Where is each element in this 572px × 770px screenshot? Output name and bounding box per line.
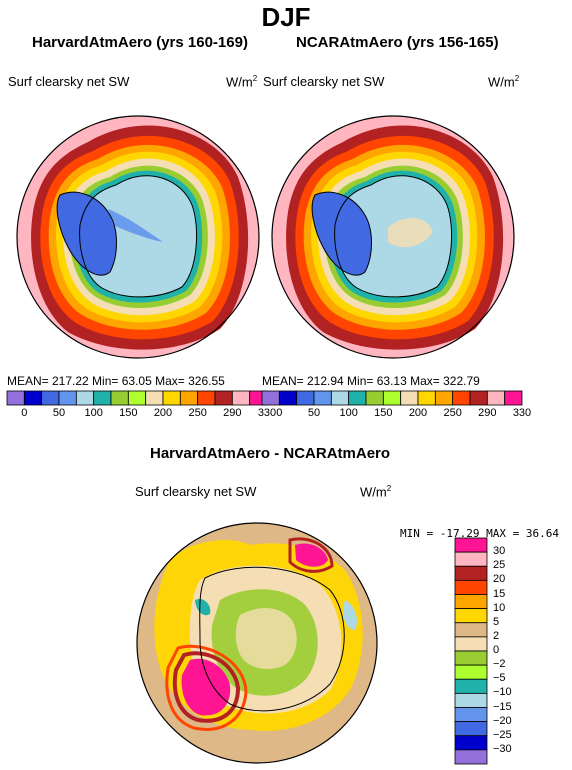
- colorbar-diff-tick-label: −2: [493, 658, 506, 671]
- colorbar-tick-label: 290: [478, 407, 497, 419]
- colorbar-tick-label: 200: [408, 407, 428, 419]
- colorbar-diff-swatch: [454, 664, 488, 680]
- colorbar-diff-swatch: [454, 692, 488, 708]
- panel-left-variable: Surf clearsky net SW: [8, 74, 130, 89]
- colorbar-diff-swatch: [454, 608, 488, 624]
- panel-right-title: NCARAtmAero (yrs 156-165): [296, 34, 499, 51]
- colorbar-diff-swatch: [454, 707, 488, 723]
- colorbar-tick-label: 50: [307, 407, 321, 419]
- colorbar-diff-swatch: [454, 537, 488, 553]
- colorbar-tick-label: 50: [52, 407, 66, 419]
- panel-left-title: HarvardAtmAero (yrs 160-169): [32, 34, 248, 51]
- colorbar-diff-swatch: [454, 594, 488, 610]
- colorbar-diff-swatch: [454, 565, 488, 581]
- colorbar-tick-label: 150: [374, 407, 393, 419]
- colorbar-tick-label: 250: [188, 407, 207, 419]
- colorbar-diff-tick-label: 10: [493, 601, 506, 614]
- colorbar-diff-swatch: [454, 650, 488, 666]
- colorbar-diff: [454, 537, 488, 765]
- colorbar-swatch: [504, 390, 523, 406]
- colorbar-tick-label: 250: [443, 407, 462, 419]
- colorbar-tick-label: 330: [512, 407, 532, 419]
- page-title: DJF: [261, 2, 311, 32]
- colorbar-diff-labels: 30 25 20 15 10 5 2 0 −2 −5 −10 −15 −20 −25 −30: [493, 538, 543, 764]
- colorbar-diff-tick-label: −20: [493, 714, 512, 727]
- panel-right-variable: Surf clearsky net SW: [263, 74, 385, 89]
- colorbar-tick-label: 200: [153, 407, 173, 419]
- colorbar-diff-tick-label: 0: [493, 644, 500, 656]
- colorbar-diff-swatch: [454, 678, 488, 694]
- colorbar-diff-swatch: [454, 735, 488, 751]
- diff-stats: MIN = -17.29 MAX = 36.64: [400, 527, 559, 540]
- diff-title: HarvardAtmAero - NCARAtmAero: [150, 445, 391, 462]
- colorbar-left-labels: 0 50 100 150 200 250 290 330: [7, 407, 276, 423]
- colorbar-diff-tick-label: −15: [493, 700, 512, 713]
- diff-units: W/m2: [360, 484, 392, 500]
- colorbar-tick-label: 290: [223, 407, 242, 419]
- colorbar-diff-tick-label: 30: [493, 545, 506, 558]
- colorbar-right: [261, 390, 523, 406]
- colorbar-tick-label: 330: [257, 407, 277, 419]
- colorbar-diff-swatch: [454, 721, 488, 737]
- colorbar-diff-tick-label: −5: [493, 672, 506, 685]
- colorbar-diff-swatch: [454, 636, 488, 652]
- colorbar-tick-label: 0: [21, 407, 28, 419]
- panel-left-units: W/m2: [226, 74, 258, 90]
- colorbar-tick-label: 100: [84, 407, 103, 419]
- colorbar-diff-swatch: [454, 551, 488, 567]
- colorbar-diff-swatch: [454, 579, 488, 595]
- diff-variable: Surf clearsky net SW: [135, 484, 257, 499]
- colorbar-diff-tick-label: 5: [493, 615, 500, 628]
- colorbar-diff-tick-label: −30: [493, 742, 512, 755]
- colorbar-diff-tick-label: 2: [493, 629, 500, 642]
- colorbar-diff-tick-label: −25: [493, 728, 512, 741]
- panel-left-stats: MEAN= 217.22 Min= 63.05 Max= 326.55: [7, 374, 225, 388]
- colorbar-diff-tick-label: 15: [493, 587, 506, 600]
- colorbar-diff-swatch: [454, 749, 488, 765]
- colorbar-tick-label: 100: [339, 407, 358, 419]
- colorbar-right-labels: 0 50 100 150 200 250 290 330: [262, 407, 531, 423]
- colorbar-diff-swatch: [454, 622, 488, 638]
- colorbar-diff-tick-label: 20: [493, 573, 506, 586]
- panel-right-units: W/m2: [488, 74, 520, 90]
- colorbar-diff-tick-label: 25: [493, 559, 506, 572]
- colorbar-diff-tick-label: −10: [493, 686, 512, 699]
- colorbar-tick-label: 0: [276, 407, 283, 419]
- panel-right-stats: MEAN= 212.94 Min= 63.13 Max= 322.79: [262, 374, 480, 388]
- colorbar-tick-label: 150: [119, 407, 138, 419]
